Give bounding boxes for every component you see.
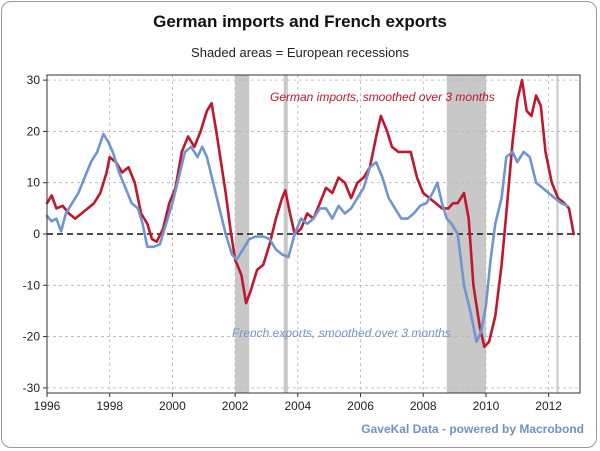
x-tick-label: 1996 [34, 399, 61, 413]
x-tick-label: 2006 [347, 399, 374, 413]
x-tick-label: 2012 [535, 399, 562, 413]
y-tick-label: 20 [27, 124, 41, 138]
y-tick-label: -30 [23, 381, 41, 395]
x-tick-label: 2000 [159, 399, 186, 413]
series-group [45, 78, 575, 349]
chart-title: German imports and French exports [153, 12, 447, 31]
x-tick-label: 2010 [473, 399, 500, 413]
x-tick-label: 1998 [96, 399, 123, 413]
y-tick-label: 30 [27, 73, 41, 87]
y-tick-label: 10 [27, 176, 41, 190]
series-line-german-imports [45, 78, 575, 349]
french-exports-label: French exports, smoothed over 3 months [232, 326, 451, 340]
x-tick-label: 2004 [284, 399, 311, 413]
y-tick-label: 0 [33, 227, 40, 241]
x-tick-label: 2002 [222, 399, 249, 413]
german-imports-label: German imports, smoothed over 3 months [270, 90, 495, 104]
x-tick-label: 2008 [410, 399, 437, 413]
chart-subtitle: Shaded areas = European recessions [191, 45, 409, 60]
series-line-french-exports [45, 132, 569, 343]
y-tick-label: -10 [23, 278, 41, 292]
y-tick-label: -20 [23, 330, 41, 344]
recession-band-1 [283, 75, 288, 393]
source-credit: GaveKal Data - powered by Macrobond [361, 422, 584, 436]
